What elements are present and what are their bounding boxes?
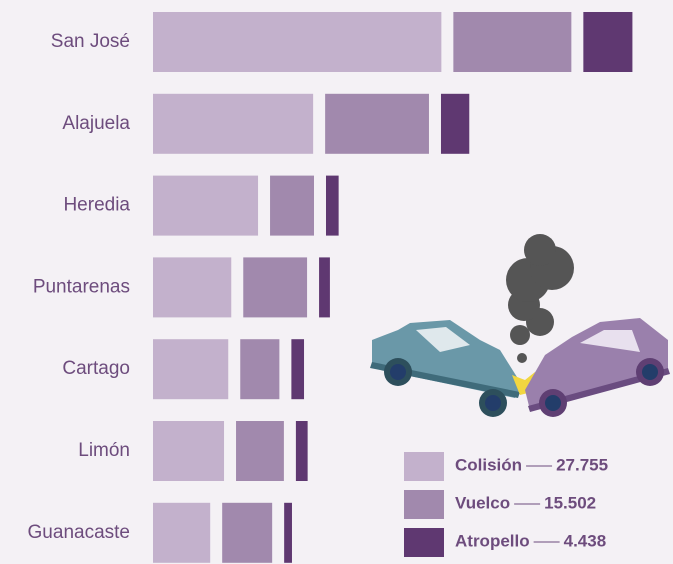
bar-segment — [295, 421, 308, 481]
legend-swatch — [404, 528, 444, 557]
bar-segment — [153, 93, 314, 154]
bar-segment — [325, 93, 429, 154]
bar-segment — [153, 502, 211, 563]
category-label: Puntarenas — [33, 276, 130, 297]
bar-segment — [319, 257, 330, 318]
bar-segment — [453, 12, 572, 72]
category-label: Heredia — [63, 195, 130, 216]
category-label: Limón — [78, 440, 130, 461]
category-label: San José — [51, 31, 130, 52]
bar-segment — [153, 421, 225, 481]
bar-segment — [291, 339, 305, 400]
bar-segment — [243, 257, 308, 318]
bar-segment — [284, 502, 292, 563]
bar-segment — [440, 93, 470, 154]
legend-swatch — [404, 452, 444, 481]
bar-segment — [325, 175, 339, 236]
bar-segment — [153, 12, 442, 72]
legend-label: Colisión — [455, 455, 522, 474]
bar-segment — [583, 12, 633, 72]
crash-illustration — [370, 234, 670, 417]
category-label: Guanacaste — [28, 522, 130, 543]
bar-segment — [270, 175, 314, 236]
legend-swatch — [404, 490, 444, 519]
legend-label: Vuelco — [455, 493, 510, 512]
legend-total: 27.755 — [556, 455, 608, 474]
bar-segment — [240, 339, 280, 400]
legend-label: Atropello — [455, 531, 530, 550]
bar-segment — [236, 421, 284, 481]
legend-total: 15.502 — [544, 493, 596, 512]
legend-total: 4.438 — [564, 531, 607, 550]
bar-segment — [222, 502, 273, 563]
category-label: Cartago — [62, 358, 130, 379]
bar-segment — [153, 175, 259, 236]
bar-segment — [153, 257, 232, 318]
bar-segment — [153, 339, 229, 400]
category-label: Alajuela — [62, 113, 130, 134]
